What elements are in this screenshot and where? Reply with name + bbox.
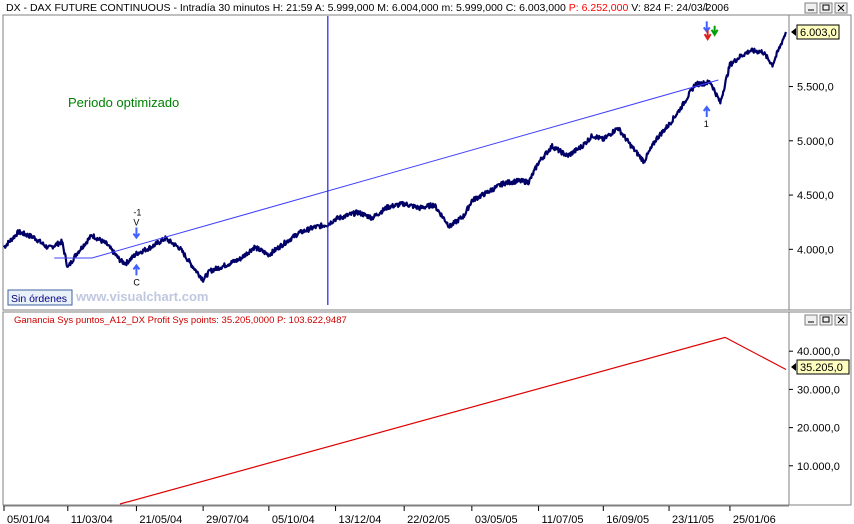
price-y-axis: 4.000,0 4.500,0 5.000,0 5.500,0: [789, 82, 834, 256]
minimize-button[interactable]: [804, 2, 818, 14]
sell-arrow-icon: [132, 227, 141, 240]
indicator-y-tick-label: 10.000,0: [797, 461, 840, 473]
indicator-last-label: 35.205,0: [800, 362, 843, 374]
price-panel: 4.000,0 4.500,0 5.000,0 5.500,0 -1V C 1 1 DX -…: [2, 1, 852, 311]
indicator-plot-area: [2, 311, 790, 506]
x-tick-label: 23/11/05: [672, 514, 714, 524]
indicator-close-icon: [837, 316, 845, 324]
price-series-line: [3, 31, 788, 283]
trade-mark-label: -1: [133, 208, 141, 218]
last-price-label: 6.003,0: [800, 27, 837, 39]
x-tick-label: 25/01/06: [733, 514, 776, 524]
header-hour: 21:59: [286, 2, 312, 14]
trade-mark-label: C: [133, 277, 140, 287]
green-arrow-icon: [710, 25, 719, 37]
header-name: DAX FUTURE CONTINUOUS: [30, 2, 171, 14]
x-tick-label: 03/05/05: [475, 514, 518, 524]
header-low: 5.999,000: [456, 2, 503, 14]
last-price-box: [796, 24, 840, 40]
header-interval: Intradía 30 minutos: [180, 2, 270, 14]
price-y-tick-label: 4.500,0: [797, 190, 834, 202]
indicator-maximize-button[interactable]: [819, 314, 833, 326]
status-box-text: Sin órdenes: [11, 293, 67, 305]
price-header: DX - DAX FUTURE CONTINUOUS - Intradía 30…: [6, 2, 729, 14]
indicator-series-line: [119, 336, 787, 505]
buy-arrow-icon: [702, 105, 711, 117]
price-series-group: [3, 16, 788, 305]
trade-mark-label: 1: [704, 119, 709, 129]
x-tick-label: 29/07/04: [206, 514, 249, 524]
header-close: 6.003,000: [519, 2, 566, 14]
header-symbol: DX: [6, 2, 21, 14]
trade-mark-label: 1: [704, 1, 709, 11]
trend-line: [91, 79, 719, 259]
indicator-profit-value: 35.205,0000: [222, 315, 275, 326]
indicator-maximize-icon: [822, 316, 830, 323]
red-arrow-icon: [703, 30, 712, 42]
indicator-series-group: [119, 336, 787, 505]
price-axis-area: [788, 14, 852, 311]
maximize-icon: [822, 4, 830, 11]
indicator-last-pointer-icon: [791, 363, 796, 371]
watermark: www.visualchart.com: [75, 289, 208, 304]
header-date: 24/03/2006: [676, 2, 729, 14]
indicator-header: Ganancia Sys puntos_A12_DX Profit Sys po…: [14, 315, 347, 326]
indicator-y-tick-label: 20.000,0: [797, 423, 840, 435]
x-tick-label: 11/03/04: [71, 514, 113, 524]
header-volume: 824: [644, 2, 662, 14]
buy-arrow-icon: [132, 263, 141, 276]
x-tick-label: 13/12/04: [339, 514, 382, 524]
header-profit: 6.252,000: [582, 2, 629, 14]
last-price-pointer-icon: [791, 28, 796, 36]
indicator-y-tick-label: 30.000,0: [797, 384, 840, 396]
x-axis: 05/01/04 11/03/04 21/05/04 29/07/04 05/10/04…: [3, 505, 789, 524]
indicator-y-axis: 10.000,0 20.000,0 30.000,0 40.000,0: [789, 346, 840, 473]
indicator-window-controls[interactable]: [804, 314, 848, 326]
status-box: [7, 289, 73, 306]
indicator-panel: 10.000,0 20.000,0 30.000,0 40.000,0 Gananci…: [2, 311, 852, 506]
price-y-tick-label: 5.000,0: [797, 136, 834, 148]
annotation-periodo: Periodo optimizado: [68, 95, 179, 110]
x-tick-label: 05/01/04: [7, 514, 50, 524]
price-y-tick-label: 5.500,0: [797, 82, 834, 94]
x-tick-label: 11/07/05: [542, 514, 584, 524]
indicator-minimize-button[interactable]: [804, 314, 818, 326]
header-open: 5.999,000: [328, 2, 375, 14]
trade-mark-type: V: [133, 218, 139, 228]
indicator-p-value: 103.622,9487: [289, 315, 347, 326]
indicator-last-box: [796, 359, 850, 375]
trade-marks: -1V C 1 1: [132, 1, 719, 287]
x-tick-label: 05/10/04: [272, 514, 315, 524]
x-tick-label: 16/09/05: [606, 514, 649, 524]
x-tick-label: 21/05/04: [139, 514, 182, 524]
indicator-name: Ganancia Sys puntos_A12_DX: [14, 315, 146, 326]
close-icon: [837, 4, 845, 12]
price-window-controls[interactable]: [804, 2, 848, 14]
maximize-button[interactable]: [819, 2, 833, 14]
indicator-axis-area: [788, 311, 852, 506]
indicator-y-tick-label: 40.000,0: [797, 346, 840, 358]
header-high: 6.004,000: [392, 2, 439, 14]
x-tick-label: 22/02/05: [407, 514, 450, 524]
price-y-tick-label: 4.000,0: [797, 244, 834, 256]
price-plot-area: [2, 14, 790, 311]
